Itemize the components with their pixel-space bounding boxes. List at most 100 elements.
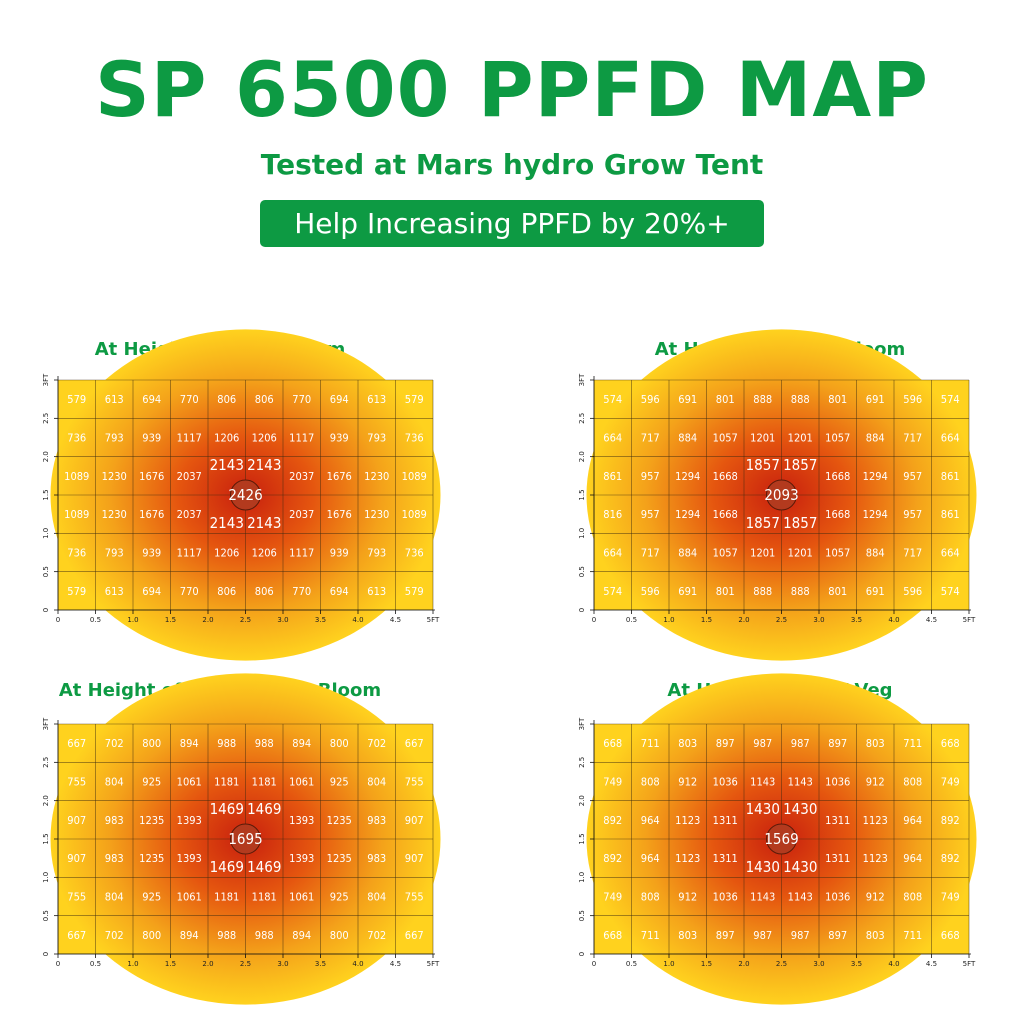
- cell-value: 988: [217, 737, 236, 750]
- cell-value: 1857: [746, 456, 780, 474]
- cell-value: 861: [603, 470, 622, 483]
- cell-value: 939: [142, 432, 161, 445]
- y-tick-label: 2.0: [42, 795, 50, 806]
- cell-value: 1181: [214, 891, 239, 904]
- y-tick-label: 0.5: [42, 566, 50, 577]
- cell-value: 806: [217, 585, 236, 598]
- cell-value: 2037: [289, 470, 314, 483]
- cell-value: 1857: [783, 514, 817, 532]
- cell-value: 1311: [825, 814, 850, 827]
- cell-value: 694: [142, 585, 161, 598]
- cell-value: 884: [678, 547, 697, 560]
- y-tick-label: 1.0: [42, 872, 50, 883]
- cell-value: 912: [866, 776, 885, 789]
- cell-value: 987: [791, 737, 810, 750]
- y-tick-label: 3FT: [42, 717, 50, 730]
- y-tick-label: 2.5: [578, 757, 586, 768]
- cell-value: 808: [903, 776, 922, 789]
- x-tick-label: 3.0: [277, 960, 288, 968]
- cell-value: 1230: [102, 508, 127, 521]
- cell-value: 668: [603, 737, 622, 750]
- cell-value: 596: [903, 585, 922, 598]
- x-tick-label: 4.0: [888, 616, 899, 624]
- cell-value: 1676: [139, 508, 164, 521]
- cell-value: 892: [941, 814, 960, 827]
- x-tick-label: 2.5: [240, 960, 251, 968]
- cell-value: 1294: [675, 470, 700, 483]
- cell-value: 884: [866, 432, 885, 445]
- cell-value: 888: [753, 393, 772, 406]
- cell-value: 770: [180, 393, 199, 406]
- cell-value: 800: [330, 929, 349, 942]
- cell-value: 803: [866, 929, 885, 942]
- cell-value: 1061: [177, 891, 202, 904]
- y-tick-label: 1.5: [578, 833, 586, 844]
- x-tick-label: 2.0: [738, 960, 749, 968]
- cell-value: 1430: [783, 858, 817, 876]
- x-tick-label: 0: [592, 960, 596, 968]
- y-tick-label: 0: [578, 952, 586, 956]
- cell-value: 983: [105, 814, 124, 827]
- cell-value: 988: [217, 929, 236, 942]
- x-tick-label: 3.0: [813, 616, 824, 624]
- cell-value: 1206: [252, 432, 277, 445]
- cell-value: 1089: [64, 508, 89, 521]
- cell-value: 574: [941, 393, 960, 406]
- cell-value: 1469: [210, 800, 244, 818]
- cell-value: 939: [330, 432, 349, 445]
- cell-value: 1143: [788, 776, 813, 789]
- cell-value: 793: [105, 547, 124, 560]
- cell-value: 1668: [825, 508, 850, 521]
- cell-value: 1061: [289, 891, 314, 904]
- cell-value: 957: [903, 470, 922, 483]
- cell-value: 1469: [210, 858, 244, 876]
- cell-value: 736: [405, 432, 424, 445]
- cell-value: 987: [791, 929, 810, 942]
- cell-value: 1036: [713, 776, 738, 789]
- cell-value: 1857: [783, 456, 817, 474]
- cell-value: 793: [367, 432, 386, 445]
- x-tick-label: 4.5: [926, 960, 937, 968]
- cell-value: 803: [866, 737, 885, 750]
- cell-value: 894: [180, 929, 199, 942]
- cell-value: 574: [941, 585, 960, 598]
- cell-value: 770: [292, 393, 311, 406]
- x-tick-label: 0.5: [90, 960, 101, 968]
- cell-value: 964: [903, 814, 922, 827]
- ppfd-map-24in: At Height of 24’’ / Veg 6687118038979879…: [572, 673, 992, 1005]
- cell-value: 801: [716, 585, 735, 598]
- cell-value: 755: [67, 891, 86, 904]
- cell-value: 957: [903, 508, 922, 521]
- cell-value: 1057: [713, 432, 738, 445]
- cell-value: 988: [255, 929, 274, 942]
- cell-value: 1089: [402, 470, 427, 483]
- x-tick-label: 0: [56, 960, 60, 968]
- cell-value: 892: [603, 852, 622, 865]
- cell-value: 957: [641, 470, 660, 483]
- cell-value: 1123: [675, 814, 700, 827]
- cell-value: 1117: [289, 432, 314, 445]
- cell-value: 1235: [327, 814, 352, 827]
- cell-value: 925: [330, 891, 349, 904]
- cell-value: 907: [405, 852, 424, 865]
- x-tick-label: 1.5: [701, 616, 712, 624]
- cell-value: 2143: [210, 456, 244, 474]
- cell-value: 800: [142, 737, 161, 750]
- cell-value: 808: [641, 891, 660, 904]
- cell-value: 888: [753, 585, 772, 598]
- center-value: 1695: [228, 830, 262, 848]
- grid-lines: [57, 379, 434, 611]
- y-tick-label: 2.5: [578, 413, 586, 424]
- cell-value: 1143: [750, 891, 775, 904]
- y-tick-label: 1.0: [578, 528, 586, 539]
- cell-value: 702: [105, 929, 124, 942]
- cell-value: 793: [367, 547, 386, 560]
- y-tick-label: 2.0: [578, 451, 586, 462]
- cell-value: 1117: [289, 547, 314, 560]
- cell-value: 1036: [825, 776, 850, 789]
- cell-value: 806: [255, 393, 274, 406]
- cell-value: 667: [405, 929, 424, 942]
- cell-value: 613: [105, 585, 124, 598]
- center-value: 2426: [228, 486, 262, 504]
- cell-value: 770: [180, 585, 199, 598]
